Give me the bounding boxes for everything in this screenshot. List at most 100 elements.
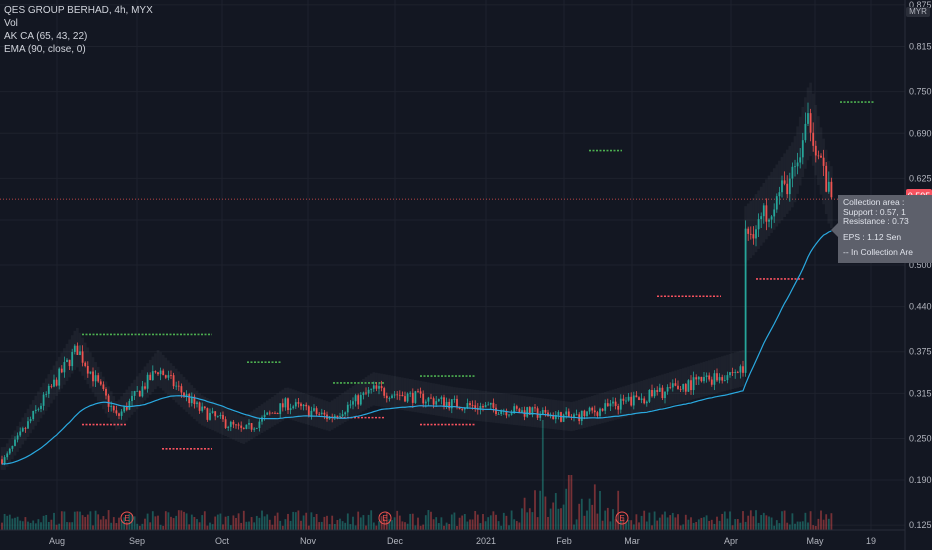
volume-bar — [583, 515, 586, 530]
earnings-marker[interactable] — [120, 511, 134, 525]
candle-body — [123, 406, 126, 412]
volume-bars — [1, 420, 833, 530]
candle-body — [830, 181, 833, 198]
volume-bar — [768, 516, 770, 530]
volume-indicator-label[interactable]: Vol — [4, 18, 18, 29]
volume-bar — [40, 522, 42, 530]
akca-indicator-label[interactable]: AK CA (65, 43, 22) — [4, 31, 88, 42]
candle-body — [99, 381, 102, 385]
volume-bar — [554, 493, 557, 530]
earnings-marker[interactable] — [378, 511, 392, 525]
candle-body — [333, 415, 336, 419]
volume-bar — [705, 515, 708, 530]
candle-body — [339, 416, 341, 417]
candle-body — [170, 375, 172, 376]
volume-bar — [609, 521, 612, 530]
candle-body — [42, 394, 45, 406]
volume-bar — [788, 524, 791, 530]
candle-body — [554, 414, 557, 420]
volume-bar — [565, 488, 568, 530]
volume-bar — [586, 510, 588, 530]
volume-bar — [268, 519, 271, 530]
tooltip-status: -- In Collection Are — [843, 248, 913, 257]
volume-bar — [448, 523, 451, 530]
volume-bar — [320, 521, 323, 530]
candle-body — [292, 406, 295, 409]
volume-bar — [612, 509, 614, 530]
volume-bar — [383, 519, 386, 530]
volume-bar — [341, 521, 344, 530]
candle-body — [346, 404, 349, 413]
candle-body — [263, 414, 266, 418]
symbol-title[interactable]: QES GROUP BERHAD, 4h, MYX — [4, 5, 153, 16]
candle-body — [396, 394, 399, 396]
volume-bar — [557, 508, 560, 530]
volume-bar — [336, 519, 339, 530]
volume-bar — [640, 515, 643, 530]
volume-bar — [339, 518, 341, 530]
candle-body — [820, 155, 822, 158]
candle-body — [515, 406, 518, 409]
candle-body — [497, 413, 500, 415]
candle-body — [528, 407, 531, 415]
volume-bar — [718, 520, 721, 530]
candle-body — [526, 407, 529, 417]
volume-bar — [570, 475, 573, 530]
volume-bar — [63, 511, 66, 530]
candle-body — [487, 404, 490, 406]
candle-body — [209, 412, 211, 420]
candle-body — [804, 123, 807, 141]
volume-bar — [604, 510, 607, 530]
volume-bar — [645, 521, 648, 530]
volume-bar — [437, 523, 440, 530]
volume-bar — [614, 519, 617, 530]
volume-bar — [783, 510, 786, 530]
time-axis[interactable]: Aug Sep Oct Nov Dec 2021 Feb Mar Apr May 19 — [0, 529, 905, 546]
candle-body — [814, 145, 817, 156]
candle-body — [747, 228, 750, 234]
volume-bar — [115, 523, 118, 530]
candle-body — [237, 424, 240, 426]
volume-bar — [822, 519, 825, 530]
candle-body — [417, 391, 419, 393]
volume-bar — [120, 520, 123, 530]
candle-body — [141, 386, 144, 397]
volume-bar — [201, 515, 204, 530]
candle-body — [318, 413, 321, 415]
volume-bar — [32, 520, 35, 530]
volume-bar — [112, 517, 115, 530]
volume-bar — [222, 524, 224, 530]
volume-bar — [515, 521, 518, 530]
candle-body — [692, 377, 695, 391]
volume-bar — [775, 520, 778, 530]
volume-bar — [799, 521, 802, 530]
candle-body — [768, 219, 770, 222]
volume-bar — [60, 511, 63, 530]
volume-bar — [313, 517, 315, 530]
candle-body — [500, 410, 503, 414]
candle-body — [146, 374, 149, 389]
volume-bar — [674, 517, 677, 530]
candle-body — [229, 421, 232, 427]
volume-bar — [284, 519, 287, 530]
volume-bar — [703, 517, 705, 530]
volume-bar — [466, 521, 469, 530]
candle-body — [47, 385, 50, 395]
candle-body — [656, 390, 659, 392]
candle-body — [799, 157, 802, 163]
price-axis[interactable]: 0.8750.8150.7500.6900.6250.5650.5000.440… — [904, 0, 932, 550]
volume-bar — [445, 522, 448, 530]
candle-body — [32, 410, 35, 420]
volume-bar — [690, 517, 692, 530]
candle-body — [788, 178, 791, 195]
candle-body — [359, 394, 362, 405]
volume-bar — [440, 517, 443, 530]
earnings-marker[interactable] — [615, 511, 629, 525]
candle-body — [716, 373, 718, 381]
price-tick-label: 0.690 — [909, 128, 932, 138]
volume-bar — [814, 525, 817, 530]
ema-indicator-label[interactable]: EMA (90, close, 0) — [4, 44, 86, 55]
candle-body — [175, 385, 178, 387]
